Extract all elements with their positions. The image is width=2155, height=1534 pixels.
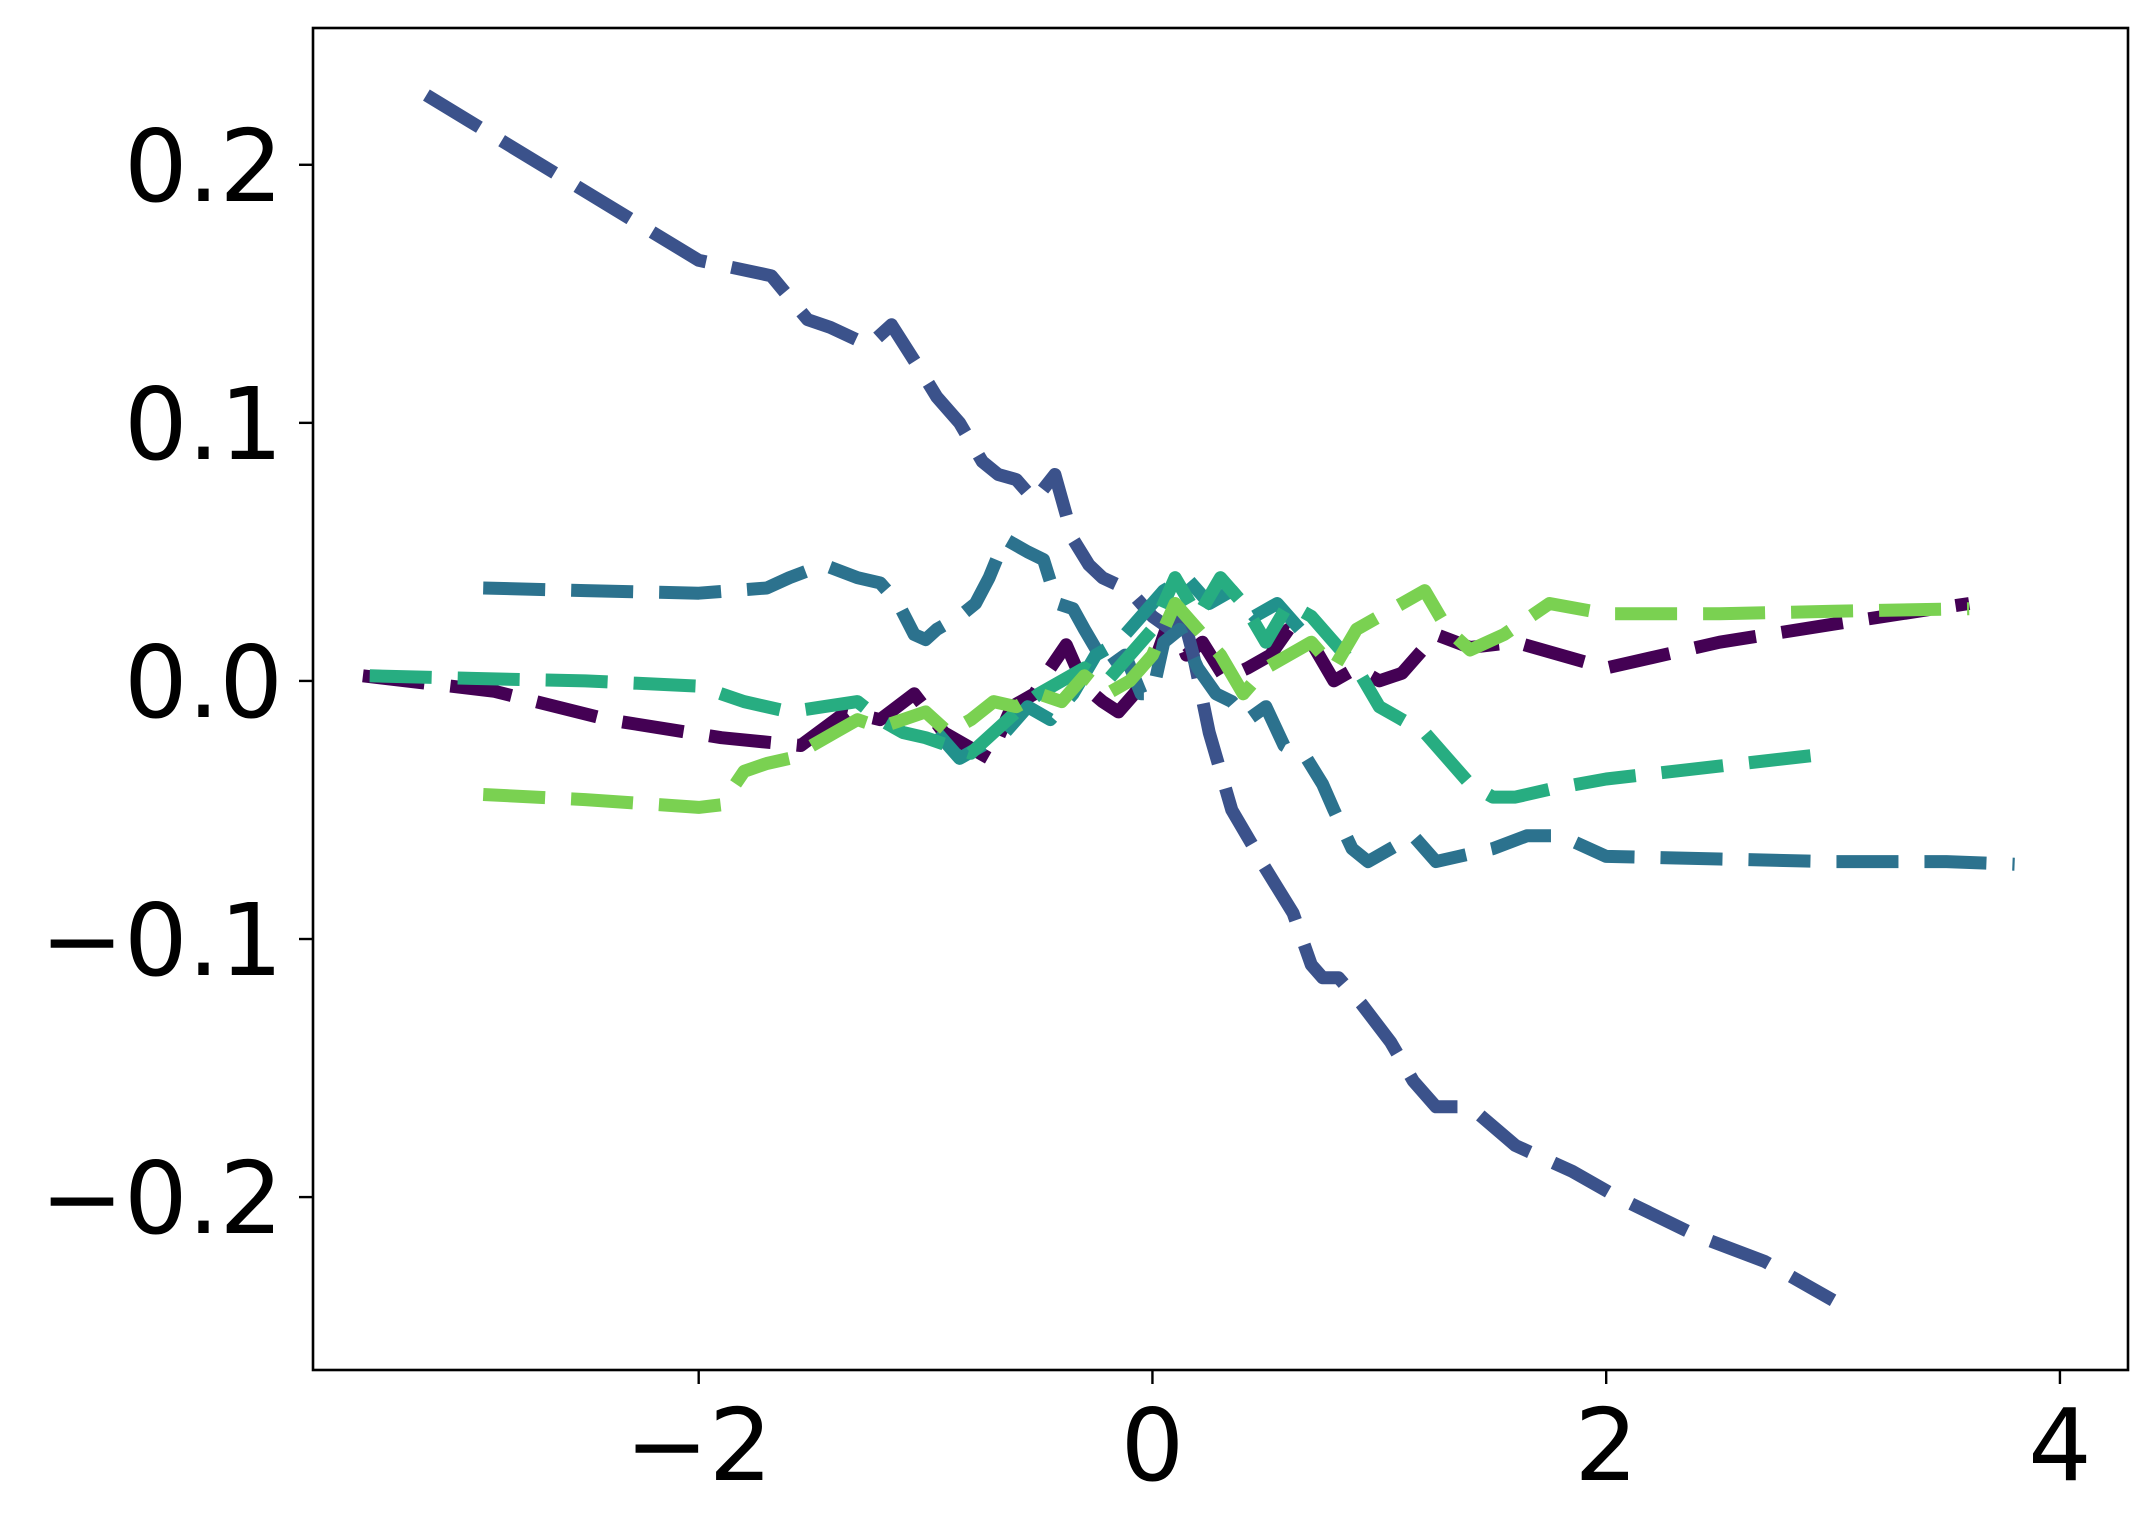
series-line-2 — [423, 89, 1837, 1306]
series-layer — [362, 89, 2015, 1306]
x-tick-label: −2 — [625, 1387, 772, 1504]
y-axis-ticks: −0.2 −0.1 0.0 0.1 0.2 — [40, 108, 313, 1257]
series-line-5 — [369, 571, 1834, 804]
series-line-3 — [483, 532, 2015, 871]
x-axis-ticks: −2 0 2 4 — [625, 1370, 2092, 1504]
x-tick-label: 4 — [2028, 1387, 2092, 1504]
series-line-4 — [932, 571, 1320, 765]
axes-frame — [311, 26, 2130, 1372]
y-tick-label: −0.2 — [40, 1140, 283, 1257]
y-tick-label: 0.2 — [124, 108, 283, 225]
x-tick-label: 0 — [1121, 1387, 1185, 1504]
y-tick-label: −0.1 — [40, 882, 283, 999]
y-tick-label: 0.0 — [124, 624, 283, 741]
y-tick-label: 0.1 — [124, 366, 283, 483]
series-line-6 — [482, 584, 1970, 814]
x-tick-label: 2 — [1574, 1387, 1638, 1504]
series-line-1 — [362, 597, 1971, 765]
